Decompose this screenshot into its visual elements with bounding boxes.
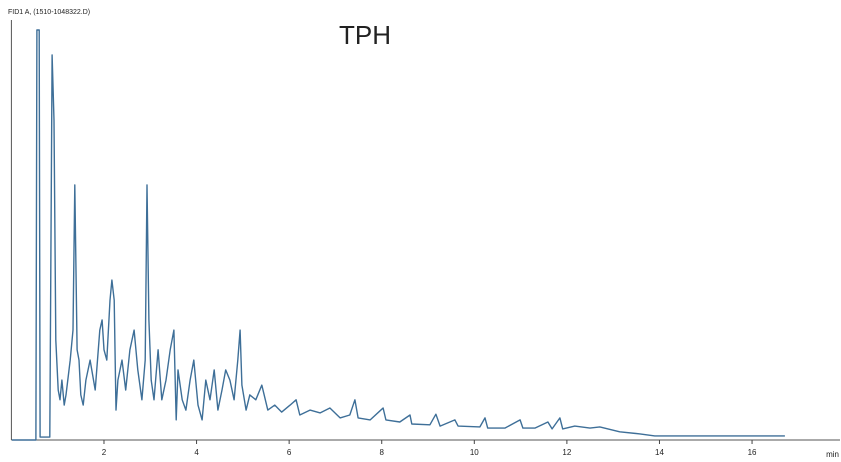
x-tick-label: 12: [562, 448, 571, 457]
x-tick-label: 16: [748, 448, 757, 457]
x-tick-label: 2: [102, 448, 107, 457]
x-unit: min: [826, 450, 839, 459]
x-tick-label: 14: [655, 448, 664, 457]
x-tick-label: 4: [194, 448, 199, 457]
x-tick-label: 8: [379, 448, 384, 457]
x-tick-label: 10: [470, 448, 479, 457]
x-tick-label: 6: [287, 448, 292, 457]
chart-title: TPH: [339, 20, 391, 50]
header: FID1 A, (1510-1048322.D): [8, 9, 90, 16]
trace: [11, 29, 785, 441]
